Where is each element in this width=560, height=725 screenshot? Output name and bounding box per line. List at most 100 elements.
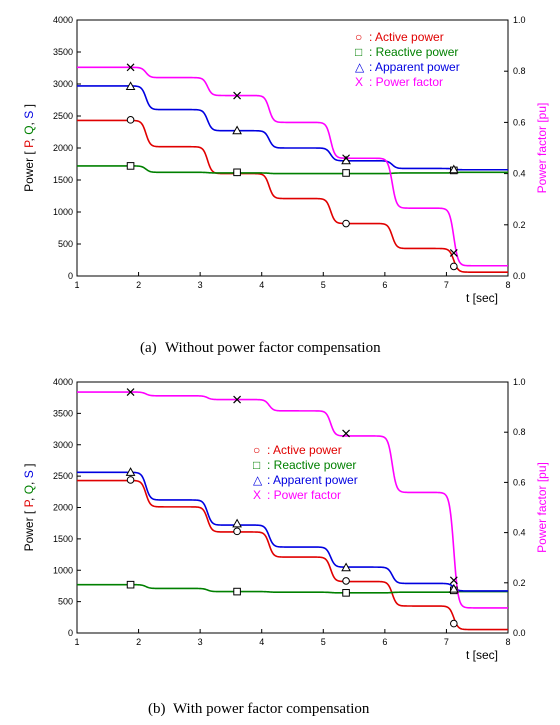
legend-symbol: ○ xyxy=(253,443,260,457)
y-tick-label: 1500 xyxy=(53,175,73,185)
x-tick-label: 7 xyxy=(444,280,449,290)
marker-reactive xyxy=(342,589,350,597)
x-tick-label: 7 xyxy=(444,637,449,647)
legend-symbol: ○ xyxy=(355,30,362,44)
y2-tick-label: 0.0 xyxy=(513,271,526,281)
marker-pf xyxy=(233,395,242,404)
caption-text: Without power factor compensation xyxy=(165,340,381,356)
marker-pf xyxy=(233,91,242,100)
y2-tick-label: 0.8 xyxy=(513,427,526,437)
y-tick-label: 3000 xyxy=(53,440,73,450)
legend-symbol: △ xyxy=(355,60,365,74)
legend-symbol: X xyxy=(253,488,261,502)
y-tick-label: 500 xyxy=(58,239,73,249)
y-axis-label-part: S xyxy=(22,470,36,478)
y-axis-label-part: , xyxy=(22,494,36,501)
legend-label: : Apparent power xyxy=(369,60,460,74)
y2-tick-label: 0.6 xyxy=(513,477,526,487)
y-axis-label-part: P xyxy=(22,140,36,148)
legend-label: : Apparent power xyxy=(267,473,358,487)
y-tick-label: 500 xyxy=(58,597,73,607)
x-tick-label: 8 xyxy=(505,280,510,290)
y-axis-label-part: ] xyxy=(22,464,36,471)
x-tick-label: 3 xyxy=(198,280,203,290)
y-axis-label-part: , xyxy=(22,119,36,126)
marker-pf xyxy=(342,429,350,438)
y-axis-label-part: S xyxy=(22,111,36,119)
marker-pf xyxy=(449,249,458,257)
marker-pf xyxy=(342,154,350,163)
y-tick-label: 2000 xyxy=(53,503,73,513)
marker-reactive xyxy=(233,168,241,177)
series-line-reactive xyxy=(77,583,508,594)
legend-label: : Power factor xyxy=(369,75,443,89)
marker-apparent xyxy=(448,583,459,593)
legend-label: : Active power xyxy=(267,443,342,457)
x-tick-label: 6 xyxy=(382,637,387,647)
y-axis-label-part: P xyxy=(22,499,36,507)
y-tick-label: 3500 xyxy=(53,47,73,57)
y-tick-label: 3500 xyxy=(53,408,73,418)
legend-label: : Power factor xyxy=(267,488,341,502)
caption-id: (a) xyxy=(140,340,157,356)
x-tick-label: 1 xyxy=(74,637,79,647)
marker-active xyxy=(233,527,241,536)
legend-symbol: △ xyxy=(253,473,263,487)
y-tick-label: 1000 xyxy=(53,565,73,575)
y-tick-label: 2500 xyxy=(53,471,73,481)
x-axis-label: t [sec] xyxy=(466,291,498,305)
x-tick-label: 3 xyxy=(198,637,203,647)
marker-apparent xyxy=(341,562,351,572)
marker-apparent xyxy=(448,164,459,174)
y-tick-label: 1500 xyxy=(53,534,73,544)
y-tick-label: 3000 xyxy=(53,79,73,89)
series-line-active xyxy=(77,479,508,631)
x-axis-label: t [sec] xyxy=(466,648,498,662)
chart-without-compensation: 1 2 3 4 5 6 7 8 0 500 1000 1500 2000 2500 3000 3500 4000… xyxy=(22,15,549,356)
caption-text: With power factor compensation xyxy=(173,701,370,717)
marker-apparent xyxy=(232,518,242,528)
x-tick-label: 8 xyxy=(505,637,510,647)
marker-reactive xyxy=(126,162,135,170)
y2-tick-label: 0.4 xyxy=(513,528,526,538)
y-axis-label-part: Power [ xyxy=(22,148,36,192)
y2-axis-label: Power factor [pu] xyxy=(535,462,549,553)
series-line-apparent xyxy=(77,85,508,171)
y2-axis-label: Power factor [pu] xyxy=(535,103,549,194)
caption-id: (b) xyxy=(148,701,166,717)
marker-apparent xyxy=(232,125,242,135)
y-tick-label: 4000 xyxy=(53,15,73,25)
series-line-pf xyxy=(77,391,508,609)
marker-active xyxy=(126,116,135,124)
y-axis-label-part: , xyxy=(22,135,36,142)
chart-with-compensation: 1 2 3 4 5 6 7 8 0 500 1000 1500 2000 2500 3000 3500 4000… xyxy=(22,377,549,717)
legend-symbol: □ xyxy=(253,458,260,472)
y-tick-label: 2000 xyxy=(53,143,73,153)
marker-apparent xyxy=(125,467,136,476)
legend-label: : Reactive power xyxy=(267,458,356,472)
marker-reactive xyxy=(233,587,241,596)
marker-reactive xyxy=(342,169,350,177)
marker-pf xyxy=(449,576,458,585)
y-tick-label: 0 xyxy=(68,628,73,638)
legend-symbol: X xyxy=(355,75,363,89)
y-axis-label-part: ] xyxy=(22,104,36,111)
y2-tick-label: 1.0 xyxy=(513,377,526,387)
x-tick-label: 5 xyxy=(321,637,326,647)
x-tick-label: 5 xyxy=(321,280,326,290)
y-axis-label: Power [ P, Q, S ] xyxy=(22,104,36,192)
marker-active xyxy=(342,219,350,228)
legend-label: : Active power xyxy=(369,30,444,44)
legend-symbol: □ xyxy=(355,45,362,59)
y2-tick-label: 0.8 xyxy=(513,66,526,76)
y-tick-label: 4000 xyxy=(53,377,73,387)
y2-tick-label: 1.0 xyxy=(513,15,526,25)
marker-active xyxy=(450,262,458,271)
y2-tick-label: 0.0 xyxy=(513,628,526,638)
y-tick-label: 0 xyxy=(68,271,73,281)
marker-active xyxy=(342,577,350,585)
series-line-apparent xyxy=(77,471,508,592)
y2-tick-label: 0.2 xyxy=(513,578,526,588)
series-line-active xyxy=(77,119,508,273)
